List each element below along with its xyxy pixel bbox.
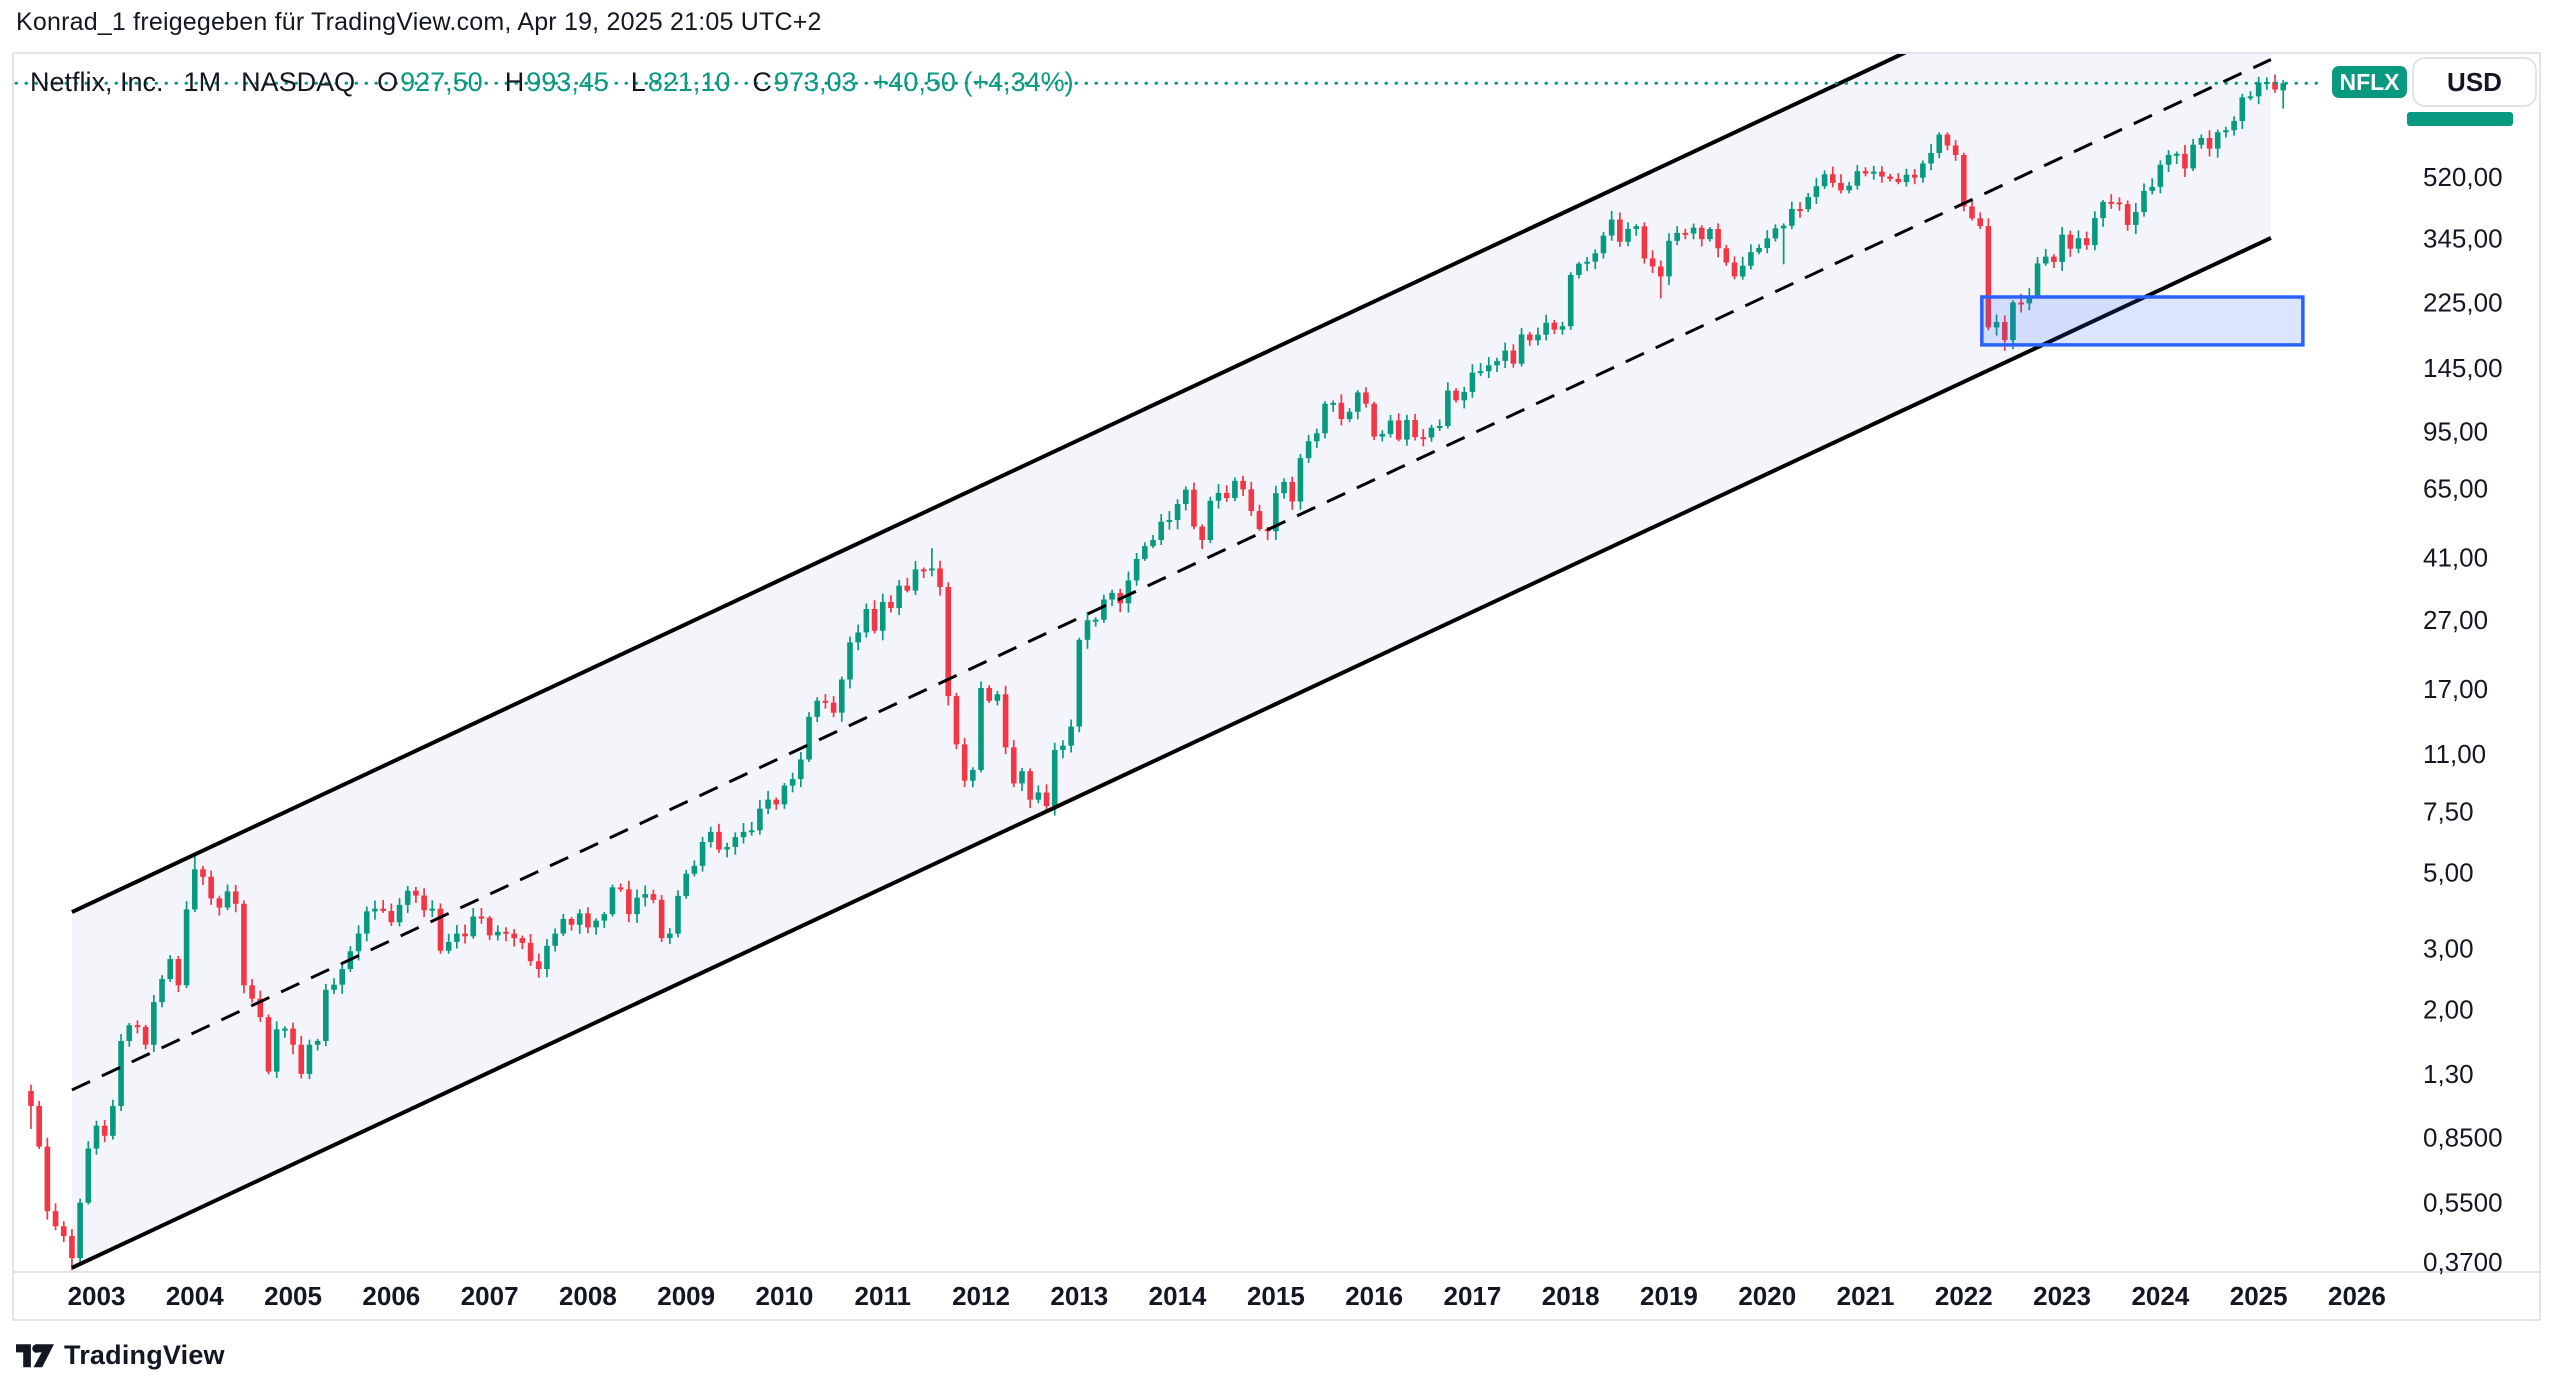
price-axis[interactable]: 520,00 345,00 225,00 145,00 95,00 65,00 41,00 2… [2423, 162, 2503, 1277]
svg-text:17,00: 17,00 [2423, 674, 2488, 704]
svg-text:3,00: 3,00 [2423, 934, 2474, 964]
svg-text:2011: 2011 [855, 1281, 911, 1311]
time-axis[interactable]: 2003 2004 2005 2006 2007 2008 2009 2010 2011 2012… [68, 1281, 2386, 1311]
svg-text:2018: 2018 [1542, 1281, 1600, 1311]
svg-text:2009: 2009 [657, 1281, 715, 1311]
trend-channel-drawing[interactable] [71, 0, 2272, 1270]
svg-text:2016: 2016 [1345, 1281, 1403, 1311]
highlight-rectangle-drawing[interactable] [1980, 295, 2305, 347]
svg-text:145,00: 145,00 [2423, 353, 2503, 383]
svg-text:2020: 2020 [1738, 1281, 1796, 1311]
svg-text:2003: 2003 [68, 1281, 126, 1311]
svg-text:2008: 2008 [559, 1281, 617, 1311]
svg-text:2014: 2014 [1149, 1281, 1207, 1311]
currency-button[interactable]: USD [2412, 57, 2537, 107]
chart-borders [12, 52, 2541, 1321]
svg-text:0,5500: 0,5500 [2423, 1188, 2503, 1218]
svg-text:345,00: 345,00 [2423, 223, 2503, 253]
svg-text:41,00: 41,00 [2423, 542, 2488, 572]
svg-text:2017: 2017 [1443, 1281, 1501, 1311]
tradingview-logo-icon [16, 1343, 54, 1367]
svg-text:0,3700: 0,3700 [2423, 1247, 2503, 1277]
footer-brand: TradingView [16, 1340, 225, 1371]
svg-text:2005: 2005 [264, 1281, 322, 1311]
legend-symbol-name[interactable]: Netflix, Inc. [30, 67, 164, 97]
svg-text:7,50: 7,50 [2423, 797, 2474, 827]
svg-text:2026: 2026 [2328, 1281, 2386, 1311]
legend-open: O927,50 [377, 67, 483, 97]
svg-text:2024: 2024 [2131, 1281, 2189, 1311]
svg-text:2013: 2013 [1050, 1281, 1108, 1311]
svg-text:2022: 2022 [1935, 1281, 1993, 1311]
svg-text:2012: 2012 [952, 1281, 1010, 1311]
legend-close: C973,03 [752, 67, 857, 97]
trend-channel-fill [71, 53, 2271, 1268]
svg-text:27,00: 27,00 [2423, 605, 2488, 635]
svg-text:520,00: 520,00 [2423, 162, 2503, 192]
current-price-tag [2407, 112, 2513, 126]
svg-text:225,00: 225,00 [2423, 287, 2503, 317]
svg-text:11,00: 11,00 [2423, 739, 2486, 769]
svg-text:65,00: 65,00 [2423, 473, 2488, 503]
svg-text:2004: 2004 [166, 1281, 224, 1311]
svg-text:5,00: 5,00 [2423, 857, 2474, 887]
svg-text:2006: 2006 [362, 1281, 420, 1311]
svg-text:2,00: 2,00 [2423, 994, 2474, 1024]
svg-text:2007: 2007 [461, 1281, 519, 1311]
chart-legend: Netflix, Inc. 1M NASDAQ O927,50 H993,45 … [30, 67, 1074, 98]
share-attribution-text: Konrad_1 freigegeben für TradingView.com… [16, 8, 822, 36]
svg-text:2023: 2023 [2033, 1281, 2091, 1311]
svg-text:1,30: 1,30 [2423, 1059, 2474, 1089]
svg-text:95,00: 95,00 [2423, 416, 2488, 446]
svg-text:2025: 2025 [2230, 1281, 2288, 1311]
svg-text:2010: 2010 [756, 1281, 814, 1311]
svg-text:2019: 2019 [1640, 1281, 1698, 1311]
legend-low: L821,10 [630, 67, 731, 97]
legend-high: H993,45 [504, 67, 609, 97]
legend-change: +40,50 (+4,34%) [872, 67, 1074, 97]
svg-text:0,8500: 0,8500 [2423, 1123, 2503, 1153]
svg-text:2015: 2015 [1247, 1281, 1305, 1311]
symbol-badge: NFLX [2332, 66, 2407, 98]
legend-exchange[interactable]: NASDAQ [241, 67, 356, 97]
candlestick-series[interactable] [28, 74, 2287, 1271]
tradingview-wordmark: TradingView [64, 1340, 225, 1370]
svg-text:2021: 2021 [1837, 1281, 1895, 1311]
legend-interval[interactable]: 1M [183, 67, 222, 97]
